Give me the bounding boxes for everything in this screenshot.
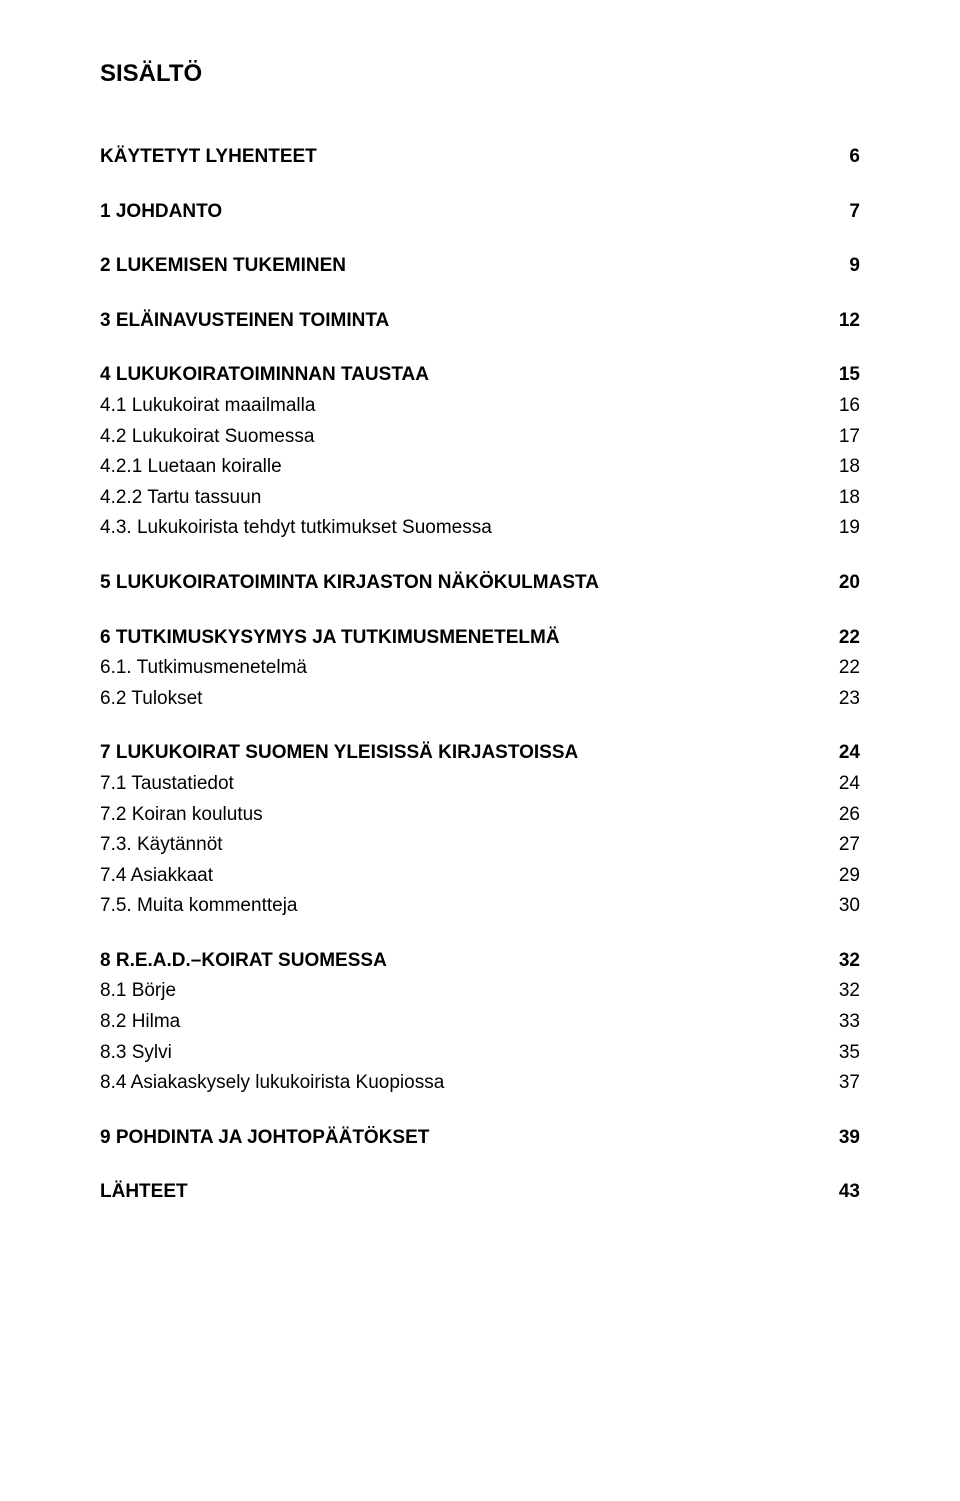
toc-entry: 8.1 Börje32 [100,978,860,1005]
toc-entry-page: 43 [820,1179,860,1206]
toc-entry-page: 20 [820,570,860,597]
toc-entry: 3 ELÄINAVUSTEINEN TOIMINTA12 [100,308,860,335]
toc-entry: 2 LUKEMISEN TUKEMINEN9 [100,253,860,280]
toc-entry-label: 4.3. Lukukoirista tehdyt tutkimukset Suo… [100,515,820,542]
toc-entry: 8.4 Asiakaskysely lukukoirista Kuopiossa… [100,1070,860,1097]
toc-entry-page: 33 [820,1009,860,1036]
toc-entry-page: 24 [820,740,860,767]
toc-entry: 6.2 Tulokset23 [100,686,860,713]
toc-entry-page: 23 [820,686,860,713]
toc-entry-page: 6 [820,144,860,171]
toc-entry-label: 8.3 Sylvi [100,1040,820,1067]
page-title: SISÄLTÖ [100,60,860,88]
toc-entry-label: 7.5. Muita kommentteja [100,893,820,920]
toc-entry: 4.2.2 Tartu tassuun18 [100,485,860,512]
toc-entry-label: 6 TUTKIMUSKYSYMYS JA TUTKIMUSMENETELMÄ [100,625,820,652]
toc-entry: 4.1 Lukukoirat maailmalla16 [100,393,860,420]
toc-entry-page: 18 [820,485,860,512]
toc-entry-label: 3 ELÄINAVUSTEINEN TOIMINTA [100,308,820,335]
toc-entry-page: 32 [820,948,860,975]
table-of-contents: KÄYTETYT LYHENTEET61 JOHDANTO72 LUKEMISE… [100,144,860,1206]
toc-entry-label: 6.2 Tulokset [100,686,820,713]
toc-entry-label: 2 LUKEMISEN TUKEMINEN [100,253,820,280]
toc-entry: 9 POHDINTA JA JOHTOPÄÄTÖKSET39 [100,1125,860,1152]
toc-entry: 7.1 Taustatiedot24 [100,771,860,798]
toc-entry-page: 17 [820,424,860,451]
toc-entry: KÄYTETYT LYHENTEET6 [100,144,860,171]
toc-entry-label: 7.3. Käytännöt [100,832,820,859]
toc-entry: 4.2 Lukukoirat Suomessa17 [100,424,860,451]
toc-entry-label: 7.1 Taustatiedot [100,771,820,798]
toc-entry: 6 TUTKIMUSKYSYMYS JA TUTKIMUSMENETELMÄ22 [100,625,860,652]
toc-entry-label: 8.4 Asiakaskysely lukukoirista Kuopiossa [100,1070,820,1097]
toc-entry-label: 7.4 Asiakkaat [100,863,820,890]
toc-entry-label: 4.2.2 Tartu tassuun [100,485,820,512]
toc-entry-label: 5 LUKUKOIRATOIMINTA KIRJASTON NÄKÖKULMAS… [100,570,820,597]
toc-entry-page: 19 [820,515,860,542]
toc-entry: 8.3 Sylvi35 [100,1040,860,1067]
toc-entry-page: 30 [820,893,860,920]
toc-entry: 8.2 Hilma33 [100,1009,860,1036]
toc-entry-page: 22 [820,655,860,682]
toc-entry-page: 32 [820,978,860,1005]
toc-entry: 4 LUKUKOIRATOIMINNAN TAUSTAA15 [100,362,860,389]
toc-entry-page: 29 [820,863,860,890]
toc-entry: 4.3. Lukukoirista tehdyt tutkimukset Suo… [100,515,860,542]
toc-entry-page: 12 [820,308,860,335]
toc-entry-label: 7 LUKUKOIRAT SUOMEN YLEISISSÄ KIRJASTOIS… [100,740,820,767]
toc-entry-label: 6.1. Tutkimusmenetelmä [100,655,820,682]
toc-entry-label: 4.2.1 Luetaan koiralle [100,454,820,481]
toc-entry: 1 JOHDANTO7 [100,199,860,226]
toc-entry: 7.2 Koiran koulutus26 [100,802,860,829]
toc-entry-label: 4.1 Lukukoirat maailmalla [100,393,820,420]
toc-entry-page: 37 [820,1070,860,1097]
toc-entry-page: 18 [820,454,860,481]
toc-entry-page: 9 [820,253,860,280]
toc-entry: 7 LUKUKOIRAT SUOMEN YLEISISSÄ KIRJASTOIS… [100,740,860,767]
toc-entry-label: 4.2 Lukukoirat Suomessa [100,424,820,451]
toc-entry-page: 15 [820,362,860,389]
toc-entry-label: LÄHTEET [100,1179,820,1206]
toc-entry-page: 39 [820,1125,860,1152]
toc-entry: 4.2.1 Luetaan koiralle18 [100,454,860,481]
toc-entry-label: 8 R.E.A.D.–KOIRAT SUOMESSA [100,948,820,975]
toc-entry-label: 8.2 Hilma [100,1009,820,1036]
toc-entry: 7.3. Käytännöt27 [100,832,860,859]
toc-entry: 8 R.E.A.D.–KOIRAT SUOMESSA32 [100,948,860,975]
toc-entry-label: KÄYTETYT LYHENTEET [100,144,820,171]
toc-entry-page: 27 [820,832,860,859]
toc-entry-page: 26 [820,802,860,829]
toc-entry: LÄHTEET43 [100,1179,860,1206]
toc-entry-page: 16 [820,393,860,420]
toc-entry-page: 35 [820,1040,860,1067]
toc-entry-page: 24 [820,771,860,798]
toc-entry-label: 8.1 Börje [100,978,820,1005]
toc-entry-label: 9 POHDINTA JA JOHTOPÄÄTÖKSET [100,1125,820,1152]
toc-entry: 7.5. Muita kommentteja30 [100,893,860,920]
toc-entry-label: 4 LUKUKOIRATOIMINNAN TAUSTAA [100,362,820,389]
toc-entry-label: 7.2 Koiran koulutus [100,802,820,829]
toc-entry-label: 1 JOHDANTO [100,199,820,226]
toc-entry: 5 LUKUKOIRATOIMINTA KIRJASTON NÄKÖKULMAS… [100,570,860,597]
toc-entry: 6.1. Tutkimusmenetelmä22 [100,655,860,682]
toc-entry-page: 7 [820,199,860,226]
toc-entry: 7.4 Asiakkaat29 [100,863,860,890]
toc-entry-page: 22 [820,625,860,652]
